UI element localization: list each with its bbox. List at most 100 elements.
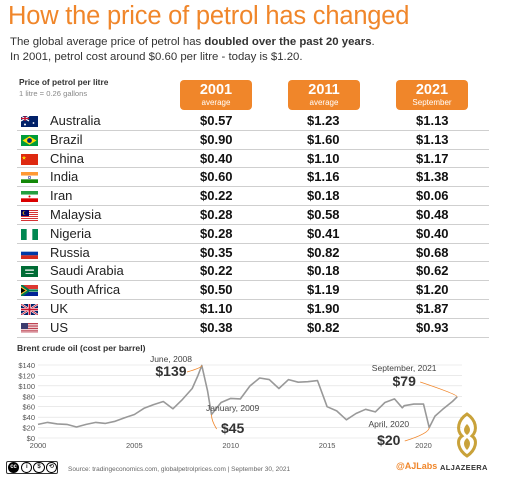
price-2011: $0.82	[307, 319, 340, 335]
annotation-value: $79	[393, 373, 417, 389]
column-header-2021: 2021 September	[396, 80, 468, 110]
country-name: Brazil	[50, 131, 83, 147]
price-2001: $0.38	[200, 319, 233, 335]
annotation-connector	[211, 414, 217, 430]
price-2021: $1.13	[416, 131, 449, 147]
price-2001: $0.22	[200, 263, 233, 279]
y-tick-label: $60	[22, 403, 35, 412]
price-2011: $1.90	[307, 300, 340, 316]
table-row: Australia $0.57 $1.23 $1.13	[17, 112, 489, 131]
price-2011: $1.60	[307, 131, 340, 147]
annotation-date: June, 2008	[150, 355, 192, 364]
annotation-value: $139	[155, 363, 186, 379]
price-2011: $1.23	[307, 113, 340, 128]
price-2001: $0.90	[200, 131, 233, 147]
price-2001: $0.22	[200, 188, 233, 204]
price-table: Australia $0.57 $1.23 $1.13 Brazil $0.90 $1.60…	[17, 112, 489, 338]
annotation-connector	[420, 381, 458, 398]
y-tick-label: $120	[18, 371, 35, 380]
country-name: South Africa	[50, 282, 121, 298]
country-name: Iran	[50, 188, 73, 204]
price-2011: $0.18	[307, 263, 340, 279]
price-2021: $0.93	[416, 319, 449, 335]
price-2011: $1.10	[307, 150, 340, 166]
column-header-2011: 2011 average	[288, 80, 360, 110]
y-tick-label: $80	[22, 392, 35, 401]
price-2021: $0.62	[416, 263, 449, 279]
annotation-date: September, 2021	[372, 363, 437, 373]
table-row: US $0.38 $0.82 $0.93	[17, 319, 489, 338]
creative-commons-badge: cc i $ ⟲	[6, 461, 58, 474]
annotation-date: January, 2009	[206, 403, 260, 413]
aljazeera-wordmark: ALJAZEERA	[440, 463, 488, 472]
price-2021: $0.48	[416, 206, 449, 222]
table-note: 1 litre = 0.26 gallons	[19, 89, 88, 98]
brent-price-line	[37, 364, 458, 429]
subtitle-2: In 2001, petrol cost around $0.60 per li…	[10, 51, 303, 63]
table-row: India $0.60 $1.16 $1.38	[17, 168, 489, 188]
price-2011: $1.19	[307, 282, 340, 298]
country-name: Malaysia	[50, 206, 102, 222]
y-tick-label: $20	[22, 424, 35, 433]
table-row: Iran $0.22 $0.18 $0.06	[17, 187, 489, 206]
x-tick-label: 2000	[30, 441, 47, 450]
price-2011: $0.41	[307, 225, 340, 241]
country-name: Saudi Arabia	[50, 263, 124, 279]
price-2011: $0.58	[307, 206, 340, 222]
x-tick-label: 2015	[319, 441, 336, 450]
y-tick-label: $40	[22, 413, 35, 422]
subtitle: The global average price of petrol has d…	[10, 36, 375, 48]
price-2021: $0.68	[416, 244, 449, 260]
column-header-2001: 2001 average	[180, 80, 252, 110]
country-name: UK	[50, 300, 69, 316]
table-row: Russia $0.35 $0.82 $0.68	[17, 244, 489, 263]
price-2001: $0.57	[200, 113, 233, 128]
annotation-value: $45	[221, 420, 245, 436]
price-2001: $0.35	[200, 244, 233, 260]
price-2021: $1.20	[416, 282, 449, 298]
price-2011: $0.82	[307, 244, 340, 260]
aljazeera-logo-icon	[457, 412, 477, 458]
y-tick-label: $140	[18, 361, 35, 370]
country-name: Nigeria	[50, 225, 92, 241]
y-tick-label: $0	[27, 434, 35, 443]
table-label: Price of petrol per litre	[19, 77, 109, 87]
price-2021: $1.38	[416, 169, 449, 185]
brent-chart-title: Brent crude oil (cost per barrel)	[17, 343, 146, 353]
table-row: Saudi Arabia $0.22 $0.18 $0.62	[17, 262, 489, 282]
source-note: Source: tradingeconomics.com, globalpetr…	[68, 466, 291, 473]
country-name: Russia	[50, 244, 90, 260]
ajlabs-credit: @AJLabs	[396, 461, 438, 471]
x-tick-label: 2020	[415, 441, 432, 450]
price-2021: $0.40	[416, 225, 449, 241]
x-tick-label: 2005	[126, 441, 143, 450]
country-name: US	[50, 319, 69, 335]
table-row: South Africa $0.50 $1.19 $1.20	[17, 281, 489, 300]
table-row: UK $1.10 $1.90 $1.87	[17, 300, 489, 319]
price-2001: $0.40	[200, 150, 233, 166]
price-2021: $0.06	[416, 188, 449, 204]
annotation-connector	[404, 427, 430, 442]
annotation-value: $20	[377, 432, 401, 448]
price-2021: $1.87	[416, 300, 449, 316]
price-2021: $1.17	[416, 150, 449, 166]
table-row: Brazil $0.90 $1.60 $1.13	[17, 131, 489, 150]
price-2001: $0.28	[200, 225, 233, 241]
y-tick-label: $100	[18, 382, 35, 391]
annotation-date: April, 2020	[368, 419, 409, 429]
price-2011: $1.16	[307, 169, 340, 185]
page-title: How the price of petrol has changed	[8, 2, 410, 30]
price-2001: $0.28	[200, 206, 233, 222]
price-2001: $1.10	[200, 300, 233, 316]
x-tick-label: 2010	[222, 441, 239, 450]
table-row: Nigeria $0.28 $0.41 $0.40	[17, 225, 489, 244]
annotation-connector	[186, 365, 203, 373]
country-name: Australia	[50, 113, 101, 128]
table-row: China $0.40 $1.10 $1.17	[17, 150, 489, 169]
country-name: China	[50, 150, 84, 166]
price-2011: $0.18	[307, 188, 340, 204]
price-2001: $0.50	[200, 282, 233, 298]
price-2021: $1.13	[416, 113, 449, 128]
country-name: India	[50, 169, 79, 185]
